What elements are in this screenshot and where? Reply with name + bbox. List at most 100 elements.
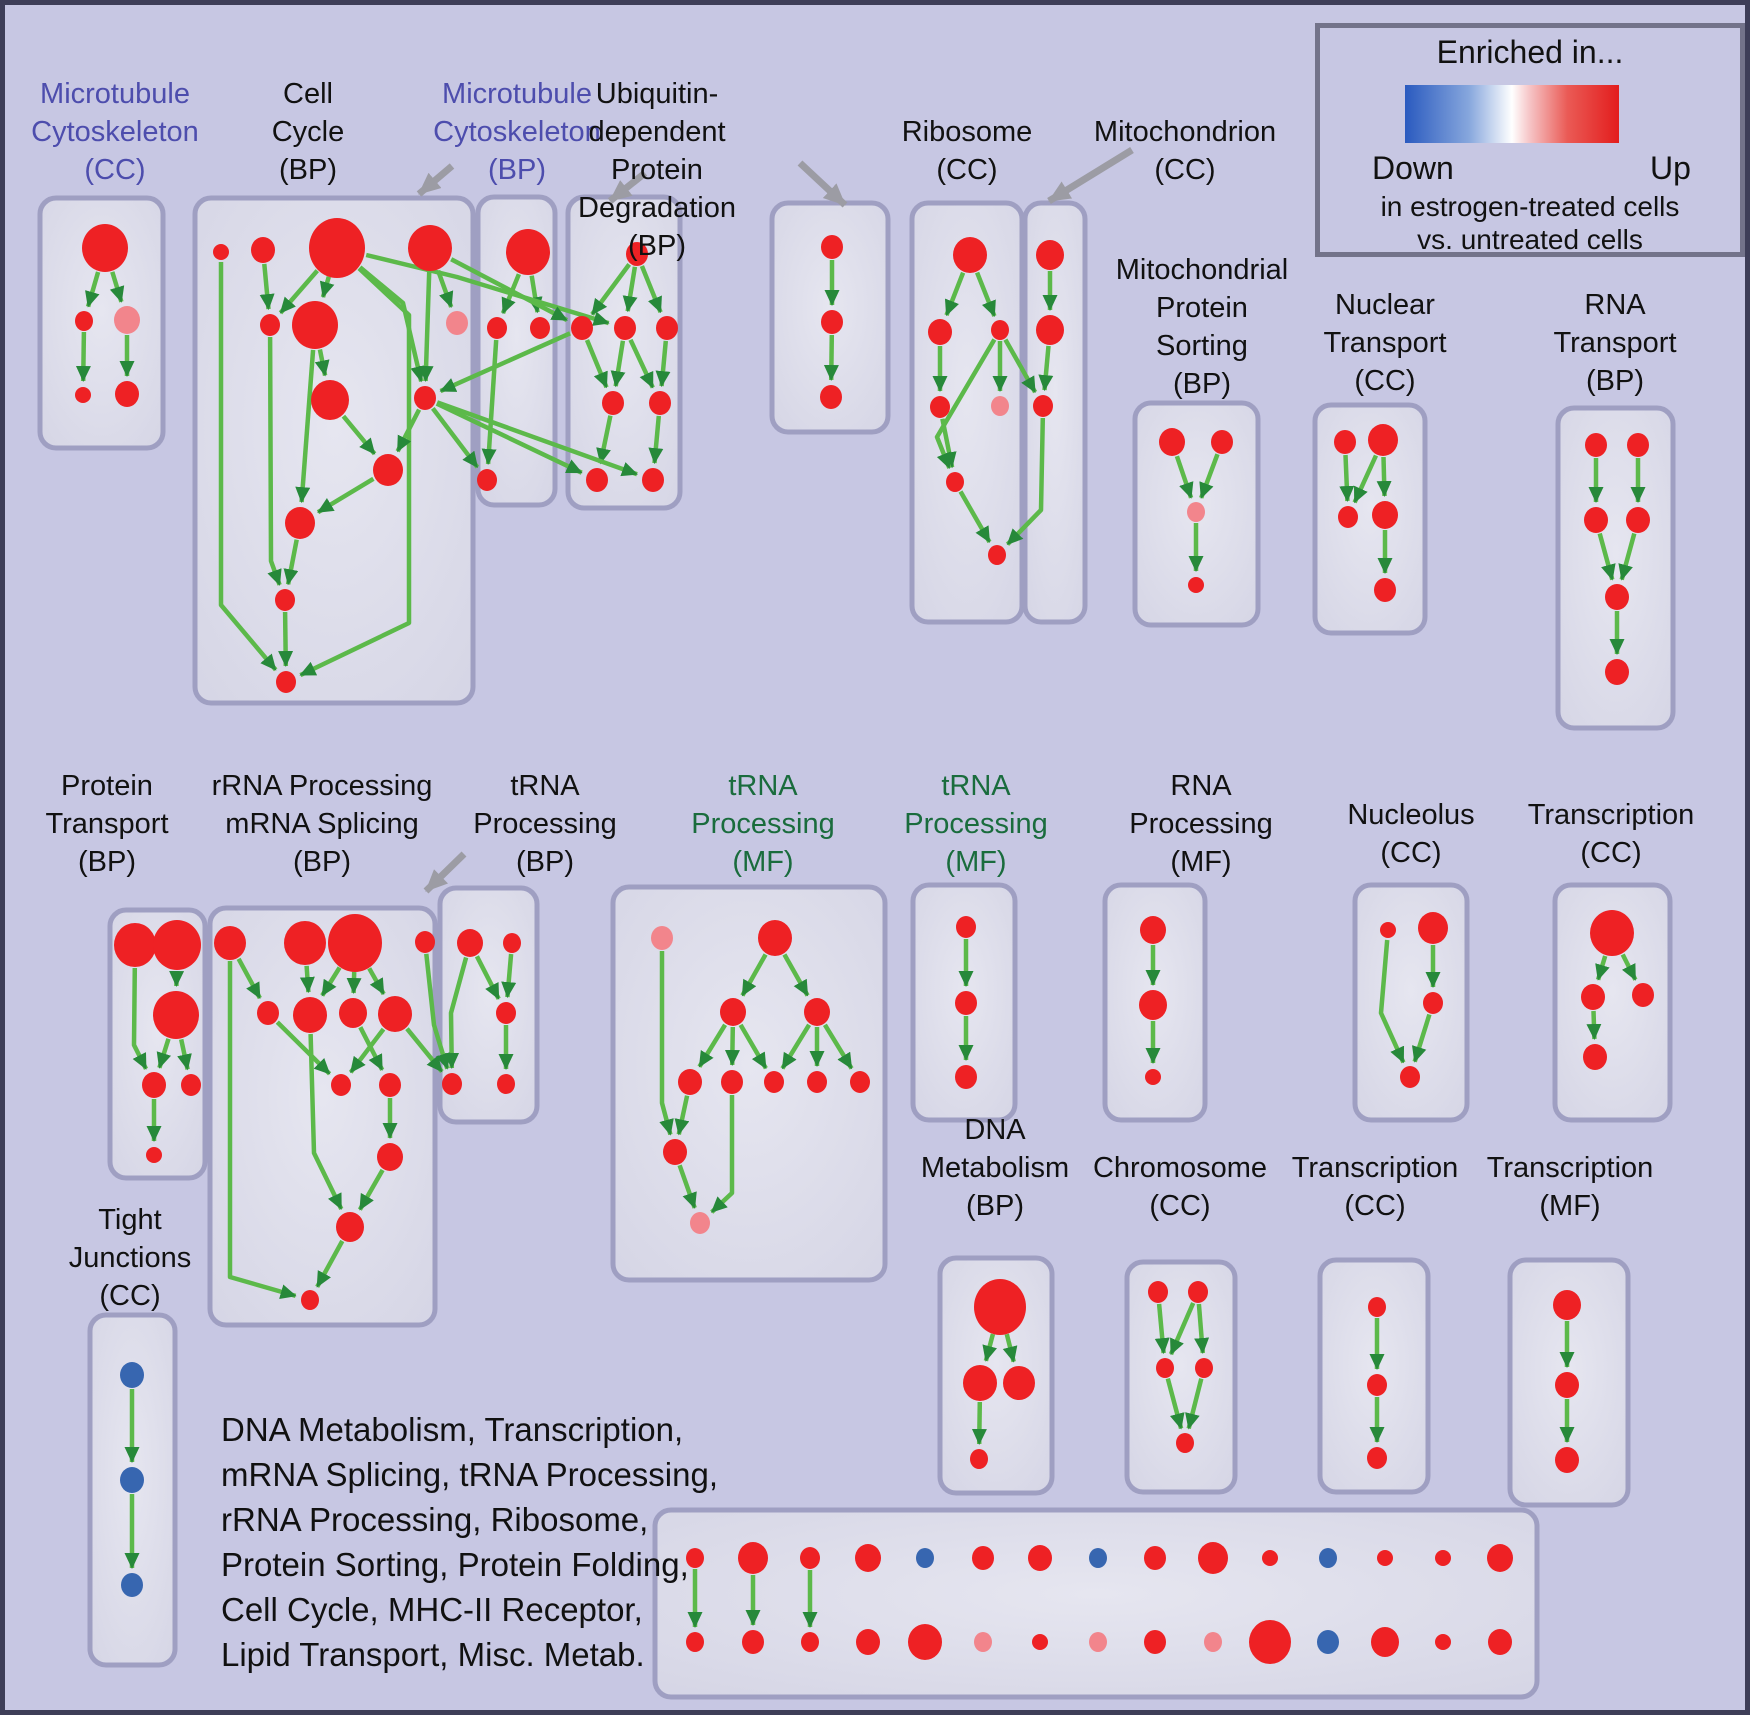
go-term-node [955,991,977,1015]
edge-arrow [738,1023,768,1070]
go-term-node [970,1449,988,1469]
go-term-node [1028,1545,1052,1571]
go-term-node [477,469,497,491]
go-term-node [758,920,792,956]
go-term-node [801,1632,819,1652]
edge-arrow [319,276,335,299]
go-term-node [738,1542,768,1574]
go-term-node [442,1073,462,1095]
edge-arrow [367,967,386,996]
go-term-node [146,1147,162,1163]
go-term-node [1581,984,1605,1010]
go-term-node [120,1467,144,1493]
go-term-node [1249,1620,1291,1664]
edge-arrow [75,331,91,382]
edge-arrow [655,340,671,388]
go-term-node [953,237,987,273]
go-term-node [142,1072,166,1098]
edge-arrow [724,1026,740,1066]
go-term-node [121,1573,143,1597]
go-term-node [1371,1627,1399,1657]
nodes [75,218,1654,1664]
go-term-node [1148,1281,1168,1303]
edge-arrow [481,339,499,465]
go-term-node [800,1547,820,1569]
go-term-node [1262,1550,1278,1566]
go-term-node [153,920,201,970]
callout-arrow [416,163,455,197]
go-term-node [75,387,91,403]
edge-arrow [435,269,454,308]
cluster-box-trna-processing-mf-1 [610,884,888,1283]
go-term-node [1003,1366,1035,1400]
edge-arrow [357,1168,385,1211]
edge-arrow [227,961,297,1299]
edge-arrow [341,414,377,456]
go-term-node [530,317,550,339]
edge-arrow [1038,345,1054,392]
go-term-node [720,998,746,1026]
cluster-box-mitochondrion-cc [1022,200,1088,625]
go-term-node [336,1212,364,1242]
cluster-box-nuclear-transport-cc [1312,402,1428,636]
go-term-node [496,1002,516,1024]
edge-arrow [436,400,638,477]
edge-arrow [299,965,315,994]
edge-arrow [131,967,149,1070]
go-term-node [1372,501,1398,529]
edge-arrow [85,271,101,308]
go-term-node [1605,584,1629,610]
go-term-node [331,1074,351,1096]
edge-arrow [320,966,342,997]
go-term-node [487,317,507,339]
go-term-node [506,229,550,275]
go-term-node [804,998,830,1026]
go-term-node [991,320,1009,340]
edge-arrow [259,263,275,311]
go-term-node [1144,1630,1166,1654]
go-term-node [1036,315,1064,345]
go-term-node [301,1290,319,1310]
go-term-node [1435,1634,1451,1650]
edge-arrow [267,336,282,586]
edge-arrow [622,266,638,313]
go-term-node [916,1548,934,1568]
go-term-node [930,396,950,418]
edge-arrow [1352,454,1379,504]
edge-arrow [275,1020,332,1076]
edge-arrow [822,1023,854,1070]
go-term-node [378,996,412,1032]
edge-arrow [424,953,451,1070]
edges [75,252,1646,1628]
go-term-node [651,926,673,950]
legend-down-label: Down [1372,150,1454,186]
edge-arrow [314,349,330,377]
go-term-node [686,1632,704,1652]
go-term-node [602,391,624,415]
edge-arrow [1174,455,1194,499]
go-term-node [1317,1630,1339,1654]
go-term-node [377,1143,403,1171]
edge-arrow [1199,453,1220,499]
go-term-node [1319,1548,1337,1568]
edge-arrow [474,955,501,1000]
go-term-node [855,1544,881,1572]
edge-arrow [1586,1010,1602,1040]
go-term-node [503,933,521,953]
edge-arrow [1005,417,1046,546]
edge-arrow [395,408,422,453]
edge-arrow [405,1027,444,1074]
go-term-node [1585,433,1607,457]
go-term-node [1159,428,1185,456]
go-term-node [275,589,295,611]
edge-arrow [610,340,626,388]
go-term-node [213,244,229,260]
edge-arrow [659,951,674,1136]
edge-arrow [501,953,517,999]
go-term-node [1367,1447,1387,1469]
go-term-node [1367,1374,1387,1396]
legend-up-label: Up [1650,150,1691,186]
legend-title: Enriched in... [1436,34,1624,70]
go-term-node [955,1065,977,1089]
